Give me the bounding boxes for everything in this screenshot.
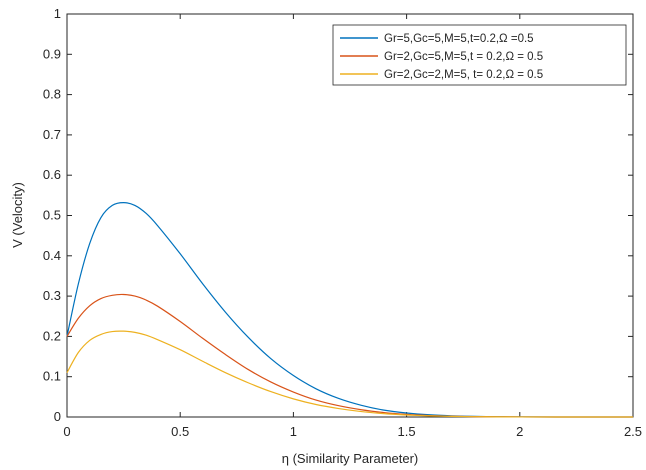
y-axis-label: V (Velocity) [10, 182, 25, 248]
y-tick-label: 0.2 [43, 328, 61, 343]
legend-box [332, 24, 627, 86]
y-tick-label: 0.6 [43, 167, 61, 182]
legend: Gr=5,Gc=5,M=5,t=0.2,Ω =0.5 Gr=2,Gc=5,M=5,… [332, 24, 627, 86]
x-tick-label: 0 [63, 424, 70, 439]
y-tick-label: 0.9 [43, 46, 61, 61]
x-tick-label: 2.5 [624, 424, 642, 439]
x-tick-label: 0.5 [171, 424, 189, 439]
legend-label: Gr=2,Gc=5,M=5,t = 0.2,Ω = 0.5 [384, 51, 543, 63]
series-line-3 [66, 330, 634, 418]
x-axis-label: η (Similarity Parameter) [282, 451, 419, 466]
legend-label: Gr=2,Gc=2,M=5, t= 0.2,Ω = 0.5 [384, 69, 543, 81]
y-tick-label: 0.4 [43, 248, 61, 263]
y-tick-label: 0.7 [43, 127, 61, 142]
y-axis: 0 0.1 0.2 0.3 0.4 0.5 0.6 0.7 0.8 0.9 1 [43, 6, 633, 424]
x-tick-label: 2 [516, 424, 523, 439]
y-tick-label: 0.1 [43, 369, 61, 384]
legend-label: Gr=5,Gc=5,M=5,t=0.2,Ω =0.5 [384, 33, 534, 45]
x-axis: 0 0.5 1 1.5 2 2.5 [63, 14, 642, 439]
y-tick-label: 0.8 [43, 87, 61, 102]
y-tick-label: 0.5 [43, 208, 61, 223]
x-tick-label: 1 [290, 424, 297, 439]
series-lines [66, 201, 634, 418]
y-tick-label: 1 [54, 6, 61, 21]
x-tick-label: 1.5 [398, 424, 416, 439]
y-tick-label: 0.3 [43, 288, 61, 303]
y-tick-label: 0 [54, 409, 61, 424]
